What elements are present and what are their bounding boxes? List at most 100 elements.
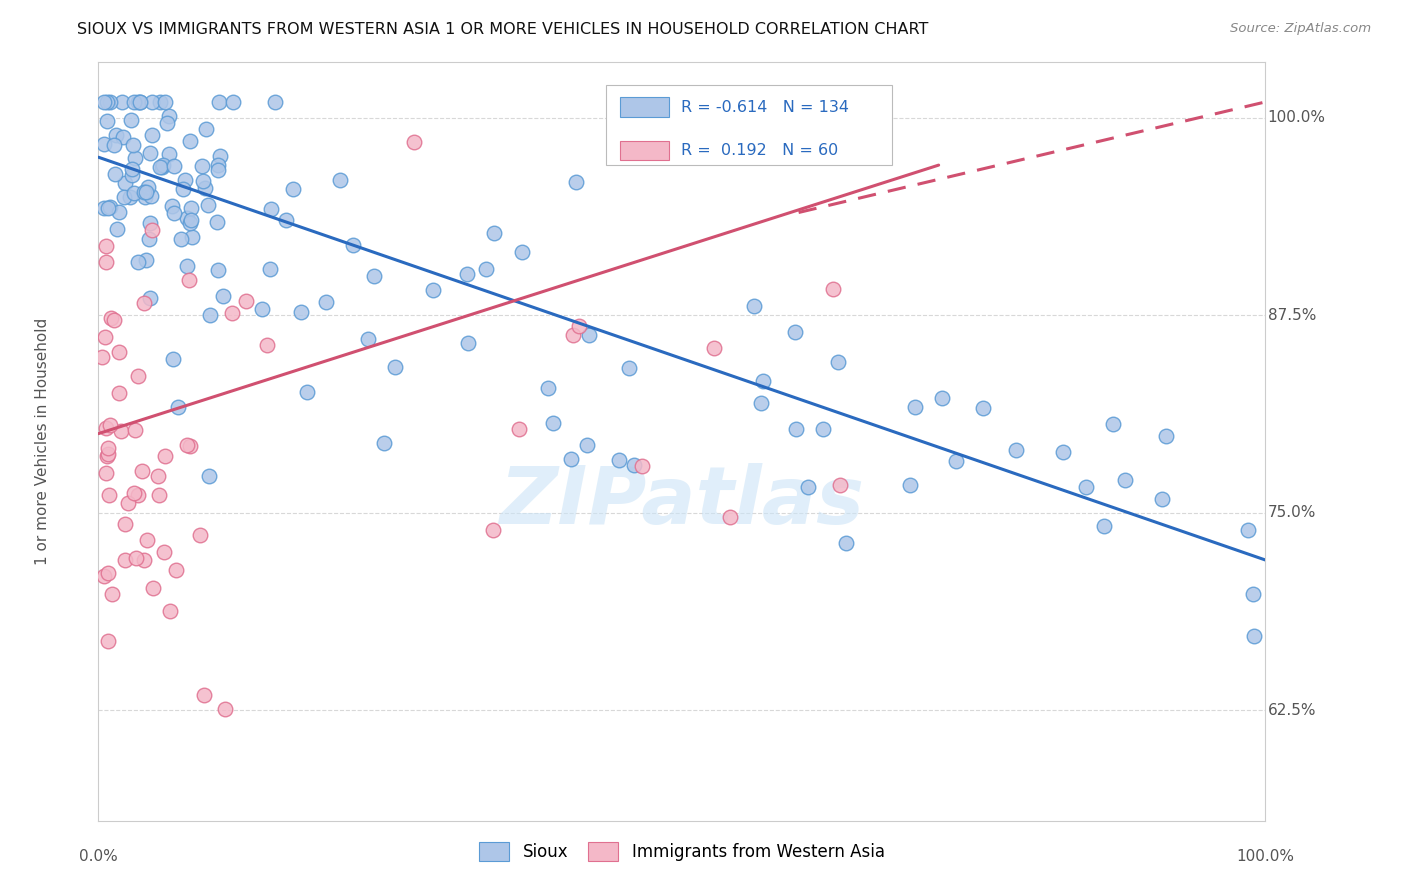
Point bbox=[179, 439, 201, 453]
Point bbox=[134, 553, 156, 567]
Point bbox=[96, 95, 118, 109]
Point bbox=[170, 232, 193, 246]
Point bbox=[97, 488, 120, 502]
Point bbox=[96, 254, 118, 268]
Text: 1 or more Vehicles in Household: 1 or more Vehicles in Household bbox=[35, 318, 49, 566]
Bar bbox=[620, 97, 669, 117]
Point bbox=[357, 332, 380, 346]
Point bbox=[827, 355, 849, 369]
Point bbox=[150, 160, 173, 174]
Text: 100.0%: 100.0% bbox=[1236, 849, 1295, 864]
Point bbox=[898, 478, 921, 492]
Point bbox=[166, 400, 188, 414]
Point bbox=[560, 452, 582, 467]
Point bbox=[482, 226, 505, 240]
Text: SIOUX VS IMMIGRANTS FROM WESTERN ASIA 1 OR MORE VEHICLES IN HOUSEHOLD CORRELATIO: SIOUX VS IMMIGRANTS FROM WESTERN ASIA 1 … bbox=[77, 22, 929, 37]
Point bbox=[134, 295, 156, 310]
Point bbox=[139, 291, 162, 305]
Point bbox=[179, 273, 201, 287]
Point bbox=[122, 137, 145, 152]
Point bbox=[207, 163, 229, 178]
Point bbox=[193, 174, 215, 188]
Point bbox=[207, 158, 229, 172]
Point bbox=[510, 244, 533, 259]
Point bbox=[138, 232, 160, 246]
Point bbox=[221, 305, 243, 319]
Point bbox=[152, 158, 174, 172]
Point bbox=[329, 172, 352, 186]
Point bbox=[290, 305, 312, 319]
Point bbox=[623, 458, 645, 472]
Point bbox=[342, 237, 364, 252]
Point bbox=[124, 423, 146, 437]
Point bbox=[139, 189, 162, 203]
Point bbox=[165, 563, 187, 577]
Point bbox=[103, 138, 125, 153]
Point bbox=[1154, 429, 1177, 443]
Point bbox=[105, 222, 128, 236]
Point bbox=[474, 262, 496, 277]
Point bbox=[828, 477, 851, 491]
Point bbox=[384, 359, 406, 374]
Point bbox=[797, 480, 820, 494]
Point bbox=[159, 604, 181, 618]
Point bbox=[181, 230, 204, 244]
Point bbox=[173, 173, 195, 187]
Point bbox=[180, 201, 202, 215]
Point bbox=[212, 289, 235, 303]
Point bbox=[222, 95, 245, 109]
Point bbox=[135, 253, 157, 268]
Point bbox=[141, 223, 163, 237]
Point bbox=[565, 175, 588, 189]
Point bbox=[180, 212, 202, 227]
Point bbox=[114, 553, 136, 567]
Point bbox=[835, 535, 858, 549]
Point bbox=[97, 633, 120, 648]
Point bbox=[1241, 586, 1264, 600]
Point bbox=[157, 146, 180, 161]
Point bbox=[134, 190, 156, 204]
Point bbox=[131, 464, 153, 478]
Point bbox=[198, 308, 221, 322]
Point bbox=[363, 269, 385, 284]
Point bbox=[373, 436, 395, 450]
Point bbox=[153, 450, 176, 464]
Point bbox=[457, 335, 479, 350]
Point bbox=[197, 198, 219, 212]
Text: 62.5%: 62.5% bbox=[1268, 703, 1316, 717]
Point bbox=[135, 533, 157, 547]
Point bbox=[422, 283, 444, 297]
Point bbox=[456, 267, 478, 281]
Point bbox=[508, 422, 530, 436]
Point bbox=[142, 581, 165, 595]
Point bbox=[259, 261, 281, 276]
Point bbox=[108, 386, 131, 401]
Point bbox=[98, 200, 121, 214]
Point bbox=[148, 468, 170, 483]
Point bbox=[256, 338, 278, 352]
Point bbox=[97, 566, 120, 580]
Point bbox=[138, 180, 160, 194]
Text: 100.0%: 100.0% bbox=[1268, 111, 1326, 125]
Point bbox=[127, 488, 149, 502]
Legend: Sioux, Immigrants from Western Asia: Sioux, Immigrants from Western Asia bbox=[471, 833, 893, 869]
Point bbox=[250, 301, 273, 316]
Point bbox=[281, 182, 304, 196]
Point bbox=[1243, 628, 1265, 642]
Point bbox=[93, 95, 115, 109]
Point bbox=[193, 688, 215, 702]
Point bbox=[110, 424, 132, 438]
Point bbox=[121, 162, 143, 177]
Point bbox=[127, 369, 149, 384]
Point bbox=[176, 211, 198, 226]
Point bbox=[127, 255, 149, 269]
Point bbox=[703, 342, 725, 356]
Point bbox=[103, 313, 125, 327]
Point bbox=[108, 345, 131, 359]
Point bbox=[749, 396, 772, 410]
Point bbox=[179, 216, 201, 230]
Point bbox=[117, 496, 139, 510]
Point bbox=[315, 295, 337, 310]
Point bbox=[188, 527, 211, 541]
Point bbox=[94, 466, 117, 480]
